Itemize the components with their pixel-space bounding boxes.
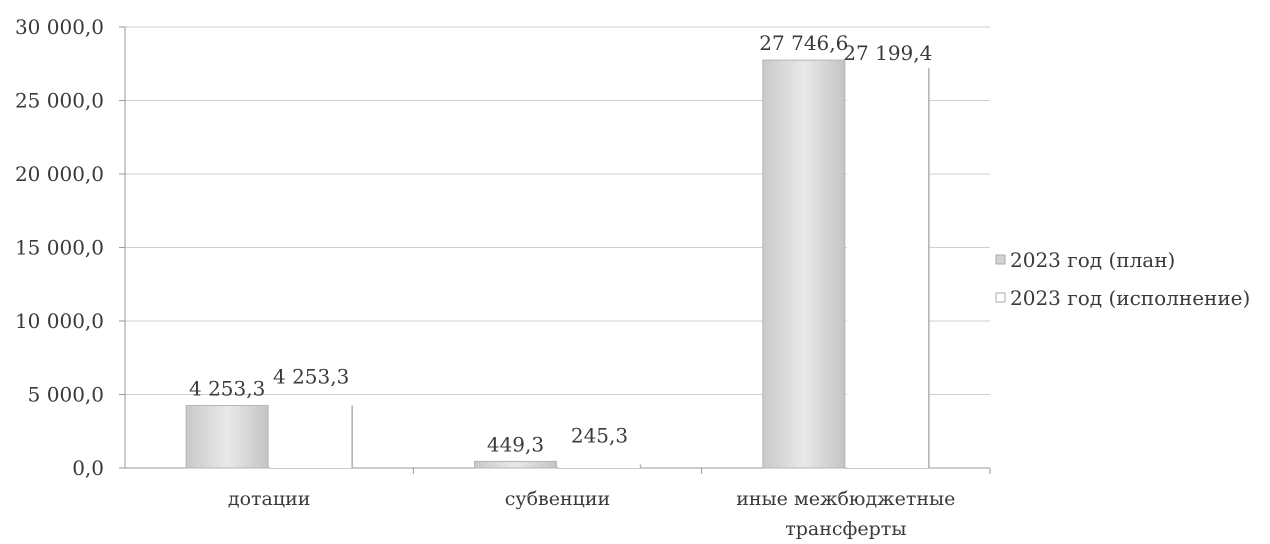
legend-swatch — [995, 254, 1006, 265]
y-tick-label: 20 000,0 — [15, 162, 104, 186]
data-labels: 4 253,3 4 253,3 449,3 245,3 27 746,627 199,4 — [189, 31, 932, 456]
data-label: 4 253,3 — [189, 376, 265, 400]
grid-lines — [125, 26, 990, 395]
legend-swatch — [995, 292, 1006, 303]
y-tick-label: 30 000,0 — [15, 15, 104, 39]
y-tick-label: 5 000,0 — [28, 383, 104, 407]
category-label: иные межбюджетные трансферты — [736, 488, 955, 540]
y-tick-label: 0,0 — [72, 456, 104, 480]
bar-plan-1 — [474, 460, 557, 469]
legend-label: 2023 год (исполнение) — [1010, 286, 1250, 310]
bars — [185, 59, 930, 469]
data-label: 245,3 — [571, 423, 628, 447]
category-label: субвенции — [505, 488, 610, 510]
y-tick-label: 10 000,0 — [15, 309, 104, 333]
data-label: 27 746,6 — [759, 31, 848, 55]
legend-label: 2023 год (план) — [1010, 248, 1175, 272]
data-label: 449,3 — [487, 432, 544, 456]
legend: 2023 год (план) 2023 год (исполнение) — [995, 248, 1250, 310]
data-label: 27 199,4 — [843, 41, 932, 65]
bar-execution-0 — [270, 405, 353, 468]
bar-plan-0 — [185, 404, 269, 469]
bar-execution-1 — [558, 464, 641, 468]
category-labels: дотации субвенции иные межбюджетные трансфе… — [228, 488, 956, 540]
bar-plan-2 — [762, 59, 846, 469]
data-label: 4 253,3 — [273, 364, 349, 388]
y-tick-label: 25 000,0 — [15, 89, 104, 113]
y-axis-ticks: 0,0 5 000,0 10 000,0 15 000,0 20 000,0 25 000… — [15, 15, 125, 480]
y-tick-label: 15 000,0 — [15, 236, 104, 260]
bar-execution-2 — [846, 68, 929, 468]
category-label: дотации — [228, 488, 311, 510]
